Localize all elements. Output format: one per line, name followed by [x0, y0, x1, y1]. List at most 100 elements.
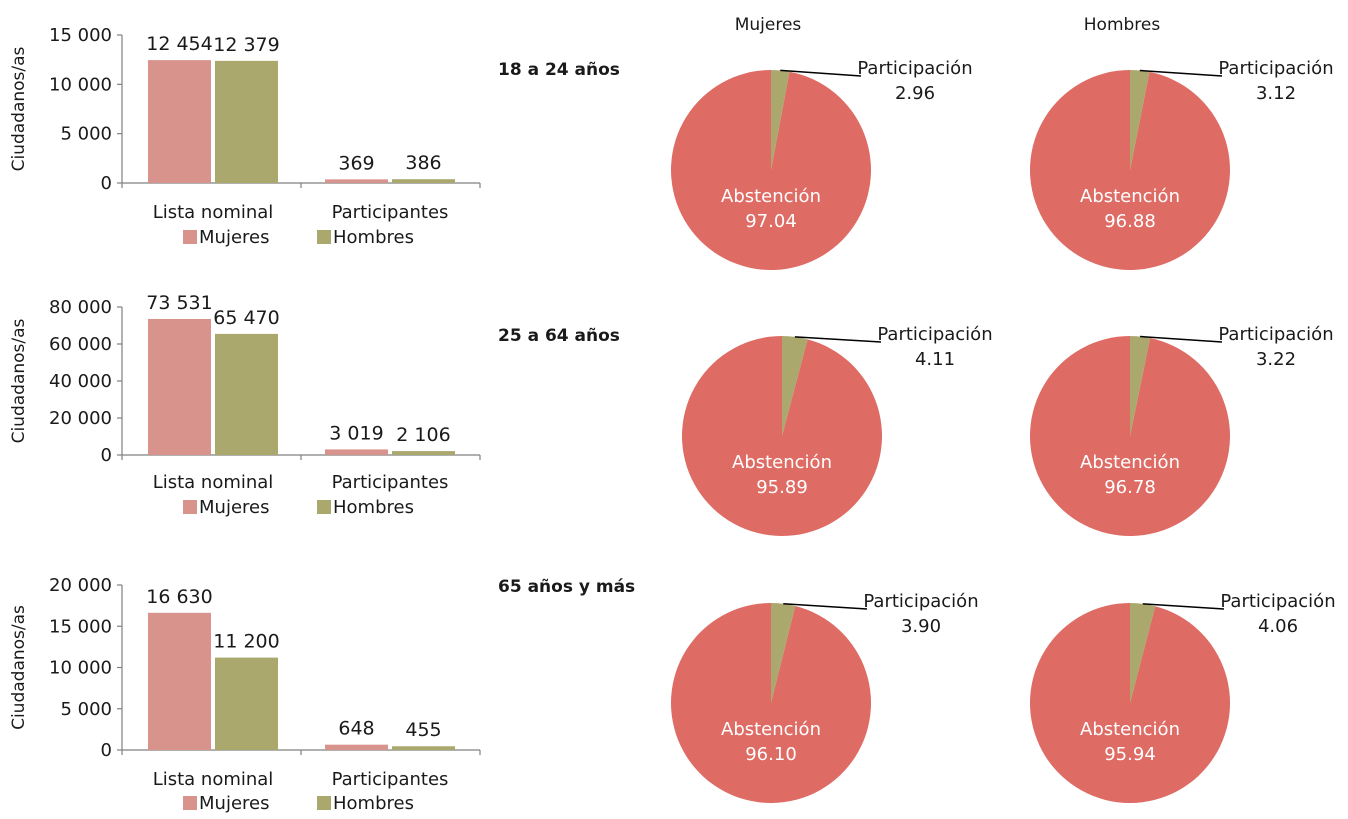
bar-mujeres-2: [325, 179, 388, 183]
slice-value-abstencion: 97.04: [745, 211, 797, 232]
bar-hombres-1: [215, 60, 278, 183]
pie-slice-participacion: [1130, 603, 1156, 703]
pie-slice-abstencion: [670, 603, 871, 803]
y-tick-label: 15 000: [49, 25, 112, 46]
pie-chart-3: Participación 4.11 Abstención 95.89: [681, 324, 993, 536]
slice-value-participacion: 3.12: [1256, 83, 1296, 104]
slice-label-participacion: Participación: [1218, 324, 1333, 345]
y-tick-label: 5 000: [60, 699, 112, 720]
y-axis-label: Ciudadanos/as: [9, 605, 29, 730]
y-axis-label: Ciudadanos/as: [9, 46, 29, 171]
legend-label: Hombres: [333, 497, 414, 518]
bar-mujeres-2: [325, 744, 388, 750]
legend-swatch-hombres: [317, 230, 331, 244]
legend-swatch-mujeres: [183, 500, 197, 514]
category-label: Participantes: [332, 769, 449, 790]
y-tick-label: 0: [101, 173, 112, 194]
legend-label: Mujeres: [199, 497, 269, 518]
y-tick-label: 10 000: [49, 74, 112, 95]
data-label: 12 454: [146, 33, 212, 55]
leader-line: [1142, 603, 1225, 610]
bar-chart-3: 0 5 000 10 000 15 000 20 000 Ciudadanos/as 16 …: [9, 575, 481, 814]
slice-value-abstencion: 96.10: [745, 744, 797, 765]
y-tick-label: 0: [101, 445, 112, 466]
pie-slice-participacion: [771, 70, 790, 170]
y-tick-label: 80 000: [49, 297, 112, 318]
bar-hombres-2: [392, 746, 455, 750]
category-label: Lista nominal: [153, 202, 274, 223]
y-axis-label: Ciudadanos/as: [9, 318, 29, 443]
age-group-label: 18 a 24 años: [498, 60, 620, 80]
y-tick-label: 40 000: [49, 371, 112, 392]
data-label: 386: [405, 152, 441, 174]
bar-mujeres-1: [148, 60, 211, 184]
pie-chart-4: Participación 3.22 Abstención 96.78: [1030, 324, 1334, 536]
pie-slice-participacion: [771, 603, 796, 703]
pie-chart-5: Participación 3.90 Abstención 96.10: [670, 591, 979, 803]
data-label: 2 106: [396, 424, 450, 446]
y-tick-label: 15 000: [49, 616, 112, 637]
leader-line: [1140, 335, 1223, 343]
slice-label-participacion: Participación: [857, 58, 972, 79]
slice-value-participacion: 4.11: [915, 349, 955, 370]
legend-label: Mujeres: [199, 793, 269, 814]
pie-slice-participacion: [1130, 336, 1151, 436]
pie-slice-participacion: [1130, 70, 1150, 170]
pie-chart-1: Participación 2.96 Abstención 97.04: [670, 58, 973, 270]
slice-value-abstencion: 96.78: [1104, 477, 1156, 498]
bar-chart-1: 0 5 000 10 000 15 000 Ciudadanos/as 12 454 12 …: [9, 25, 481, 248]
data-label: 369: [338, 152, 374, 174]
bar-mujeres-1: [148, 318, 211, 455]
y-tick-label: 5 000: [60, 124, 112, 145]
data-label: 16 630: [146, 586, 212, 608]
y-tick-label: 10 000: [49, 658, 112, 679]
slice-label-abstencion: Abstención: [1080, 719, 1180, 740]
slice-label-participacion: Participación: [1218, 58, 1333, 79]
legend-swatch-mujeres: [183, 230, 197, 244]
leader-line: [794, 336, 882, 343]
legend-swatch-mujeres: [183, 796, 197, 810]
bar-hombres-1: [215, 333, 278, 455]
legend-label: Hombres: [333, 793, 414, 814]
data-label: 11 200: [213, 631, 279, 653]
pie-slice-participacion: [782, 336, 808, 436]
pie-column-header-hombres: Hombres: [1084, 15, 1161, 35]
leader-line: [783, 603, 868, 610]
slice-label-abstencion: Abstención: [721, 186, 821, 207]
leader-line: [1139, 69, 1223, 77]
slice-label-abstencion: Abstención: [721, 719, 821, 740]
data-label: 65 470: [213, 307, 279, 329]
pie-chart-6: Participación 4.06 Abstención 95.94: [1029, 591, 1336, 803]
slice-value-abstencion: 95.94: [1104, 744, 1156, 765]
category-label: Participantes: [332, 472, 449, 493]
bar-mujeres-2: [325, 449, 388, 455]
age-group-label: 65 años y más: [498, 577, 635, 597]
slice-label-abstencion: Abstención: [1080, 452, 1180, 473]
category-label: Lista nominal: [153, 769, 274, 790]
legend-swatch-hombres: [317, 796, 331, 810]
data-label: 73 531: [146, 292, 212, 314]
slice-label-participacion: Participación: [1220, 591, 1335, 612]
pie-column-header-mujeres: Mujeres: [735, 15, 802, 35]
y-tick-label: 0: [101, 740, 112, 761]
data-label: 3 019: [329, 422, 383, 444]
slice-value-participacion: 2.96: [895, 83, 935, 104]
bar-hombres-2: [392, 179, 455, 183]
leader-line: [780, 69, 862, 77]
slice-label-abstencion: Abstención: [1080, 186, 1180, 207]
slice-value-participacion: 3.22: [1256, 349, 1296, 370]
bar-chart-2: 0 20 000 40 000 60 000 80 000 Ciudadanos/as 73…: [9, 292, 481, 518]
data-label: 12 379: [213, 34, 279, 56]
legend-label: Hombres: [333, 227, 414, 248]
slice-value-participacion: 4.06: [1258, 616, 1298, 637]
y-tick-label: 60 000: [49, 334, 112, 355]
y-tick-label: 20 000: [49, 575, 112, 596]
legend-label: Mujeres: [199, 227, 269, 248]
pie-chart-2: Participación 3.12 Abstención 96.88: [1030, 58, 1334, 270]
category-label: Participantes: [332, 202, 449, 223]
data-label: 455: [405, 719, 441, 741]
slice-label-participacion: Participación: [863, 591, 978, 612]
data-label: 648: [338, 718, 374, 740]
y-tick-label: 20 000: [49, 408, 112, 429]
bar-hombres-2: [392, 451, 455, 455]
